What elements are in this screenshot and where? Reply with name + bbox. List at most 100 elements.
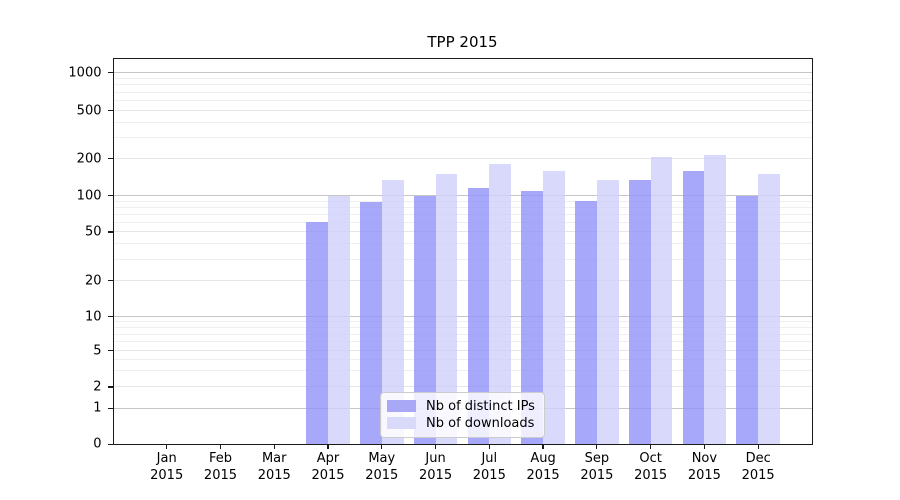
gridline-minor-90	[113, 200, 812, 202]
plot-area: 0 1 2 5 10 20 50 100 200 500 1000 Jan 2015 Feb 2015 M…	[68, 58, 813, 483]
axis-layer: 0 1 2 5 10 20 50 100 200 500 1000 Jan 2015 Feb 2015 M…	[68, 59, 812, 483]
bar-distinct-ips-jun	[413, 195, 436, 445]
gridline-minor-80	[113, 206, 812, 208]
y-tick-label-200: 200	[76, 151, 102, 167]
x-tick-mark-Nov	[703, 444, 705, 450]
y-tick-mark-1000	[107, 72, 113, 74]
bar-downloads-dec	[758, 174, 780, 445]
y-tick-mark-100	[107, 195, 113, 197]
legend-item-downloads: Nb of downloads	[387, 415, 536, 432]
y-tick-mark-200	[107, 158, 113, 160]
y-tick-mark-20	[107, 280, 113, 282]
y-tick-mark-2	[107, 386, 113, 388]
bar-distinct-ips-apr	[306, 222, 328, 445]
x-tick-label-Feb: Feb 2015	[203, 451, 238, 484]
x-tick-label-Jun: Jun 2015	[419, 451, 453, 484]
gridline-50	[113, 231, 812, 233]
bar-distinct-ips-oct	[628, 179, 651, 445]
gridline-minor-600	[113, 100, 812, 102]
gridline-5	[113, 350, 812, 352]
x-tick-mark-Aug	[542, 444, 544, 450]
y-tick-label-100: 100	[76, 188, 102, 204]
x-tick-mark-Oct	[650, 444, 652, 450]
x-tick-mark-Feb	[219, 444, 222, 450]
x-tick-mark-Jul	[488, 444, 490, 450]
bars-layer	[114, 59, 812, 445]
gridline-500	[113, 110, 812, 112]
y-tick-mark-1	[107, 407, 113, 409]
gridline-minor-3	[113, 370, 812, 372]
gridline-minor-700	[113, 91, 812, 93]
gridline-minor-7	[113, 333, 812, 335]
bar-downloads-aug	[543, 170, 565, 445]
x-tick-label-Sep: Sep 2015	[580, 451, 614, 484]
x-tick-label-May: May 2015	[365, 451, 399, 484]
gridline-20	[113, 280, 812, 282]
bar-distinct-ips-jul	[467, 188, 490, 445]
legend-label-distinct-ips: Nb of distinct IPs	[426, 398, 535, 414]
gridline-minor-9	[113, 321, 812, 323]
legend: Nb of distinct IPs Nb of downloads	[380, 391, 545, 438]
gridline-minor-6	[113, 341, 812, 343]
x-tick-mark-Apr	[327, 444, 329, 450]
bar-distinct-ips-aug	[521, 190, 544, 445]
gridline-100	[113, 195, 812, 197]
x-tick-mark-Jun	[434, 444, 437, 450]
gridline-minor-300	[113, 136, 812, 138]
x-tick-mark-Mar	[273, 444, 275, 450]
bar-distinct-ips-sep	[575, 201, 597, 445]
x-tick-label-Aug: Aug 2015	[526, 451, 560, 484]
y-tick-label-5: 5	[93, 343, 102, 359]
bar-downloads-nov	[704, 154, 727, 445]
y-tick-label-2: 2	[93, 379, 102, 395]
y-tick-label-1000: 1000	[68, 65, 102, 81]
legend-swatch-distinct-ips	[387, 400, 416, 413]
bar-downloads-apr	[328, 195, 350, 445]
x-tick-mark-Jan	[166, 444, 168, 450]
y-tick-label-50: 50	[84, 224, 102, 240]
x-tick-mark-May	[381, 444, 383, 450]
y-tick-mark-500	[107, 110, 113, 112]
bar-distinct-ips-dec	[736, 195, 759, 445]
y-tick-label-0: 0	[93, 436, 102, 452]
y-tick-label-20: 20	[84, 273, 102, 289]
gridline-200	[113, 158, 812, 160]
bar-distinct-ips-nov	[682, 170, 705, 445]
legend-swatch-downloads	[387, 417, 416, 430]
gridline-10	[113, 316, 812, 318]
chart-title: TPP 2015	[427, 33, 498, 51]
y-tick-label-1: 1	[93, 400, 102, 416]
y-tick-mark-0	[107, 443, 113, 445]
bar-downloads-jul	[489, 164, 512, 445]
gridline-minor-900	[113, 77, 812, 79]
y-tick-label-500: 500	[76, 103, 102, 119]
legend-item-distinct-ips: Nb of distinct IPs	[387, 398, 536, 415]
gridline-minor-60	[113, 221, 812, 223]
x-tick-mark-Sep	[596, 444, 598, 450]
x-tick-label-Oct: Oct 2015	[634, 451, 668, 484]
legend-label-downloads: Nb of downloads	[426, 415, 535, 431]
x-tick-label-Dec: Dec 2015	[741, 451, 775, 484]
bar-downloads-oct	[650, 157, 673, 445]
bar-downloads-jun	[435, 174, 458, 445]
gridline-minor-70	[113, 213, 812, 215]
gridline-minor-400	[113, 121, 812, 123]
x-tick-label-Nov: Nov 2015	[687, 451, 721, 484]
y-tick-label-10: 10	[84, 309, 102, 325]
gridline-minor-4	[113, 359, 812, 361]
y-tick-mark-10	[107, 316, 113, 318]
gridline-minor-8	[113, 327, 812, 329]
x-tick-mark-Dec	[757, 444, 759, 450]
x-tick-label-Apr: Apr 2015	[311, 451, 345, 484]
bar-downloads-sep	[596, 179, 619, 445]
x-tick-label-Jan: Jan 2015	[150, 451, 184, 484]
gridline-minor-30	[113, 258, 812, 260]
y-tick-mark-5	[107, 350, 113, 352]
bar-downloads-may	[381, 179, 404, 445]
gridline-2	[113, 386, 812, 388]
x-tick-label-Jul: Jul 2015	[472, 451, 506, 484]
gridline-minor-800	[113, 84, 812, 86]
bar-distinct-ips-may	[359, 202, 382, 445]
y-tick-mark-50	[107, 231, 113, 233]
